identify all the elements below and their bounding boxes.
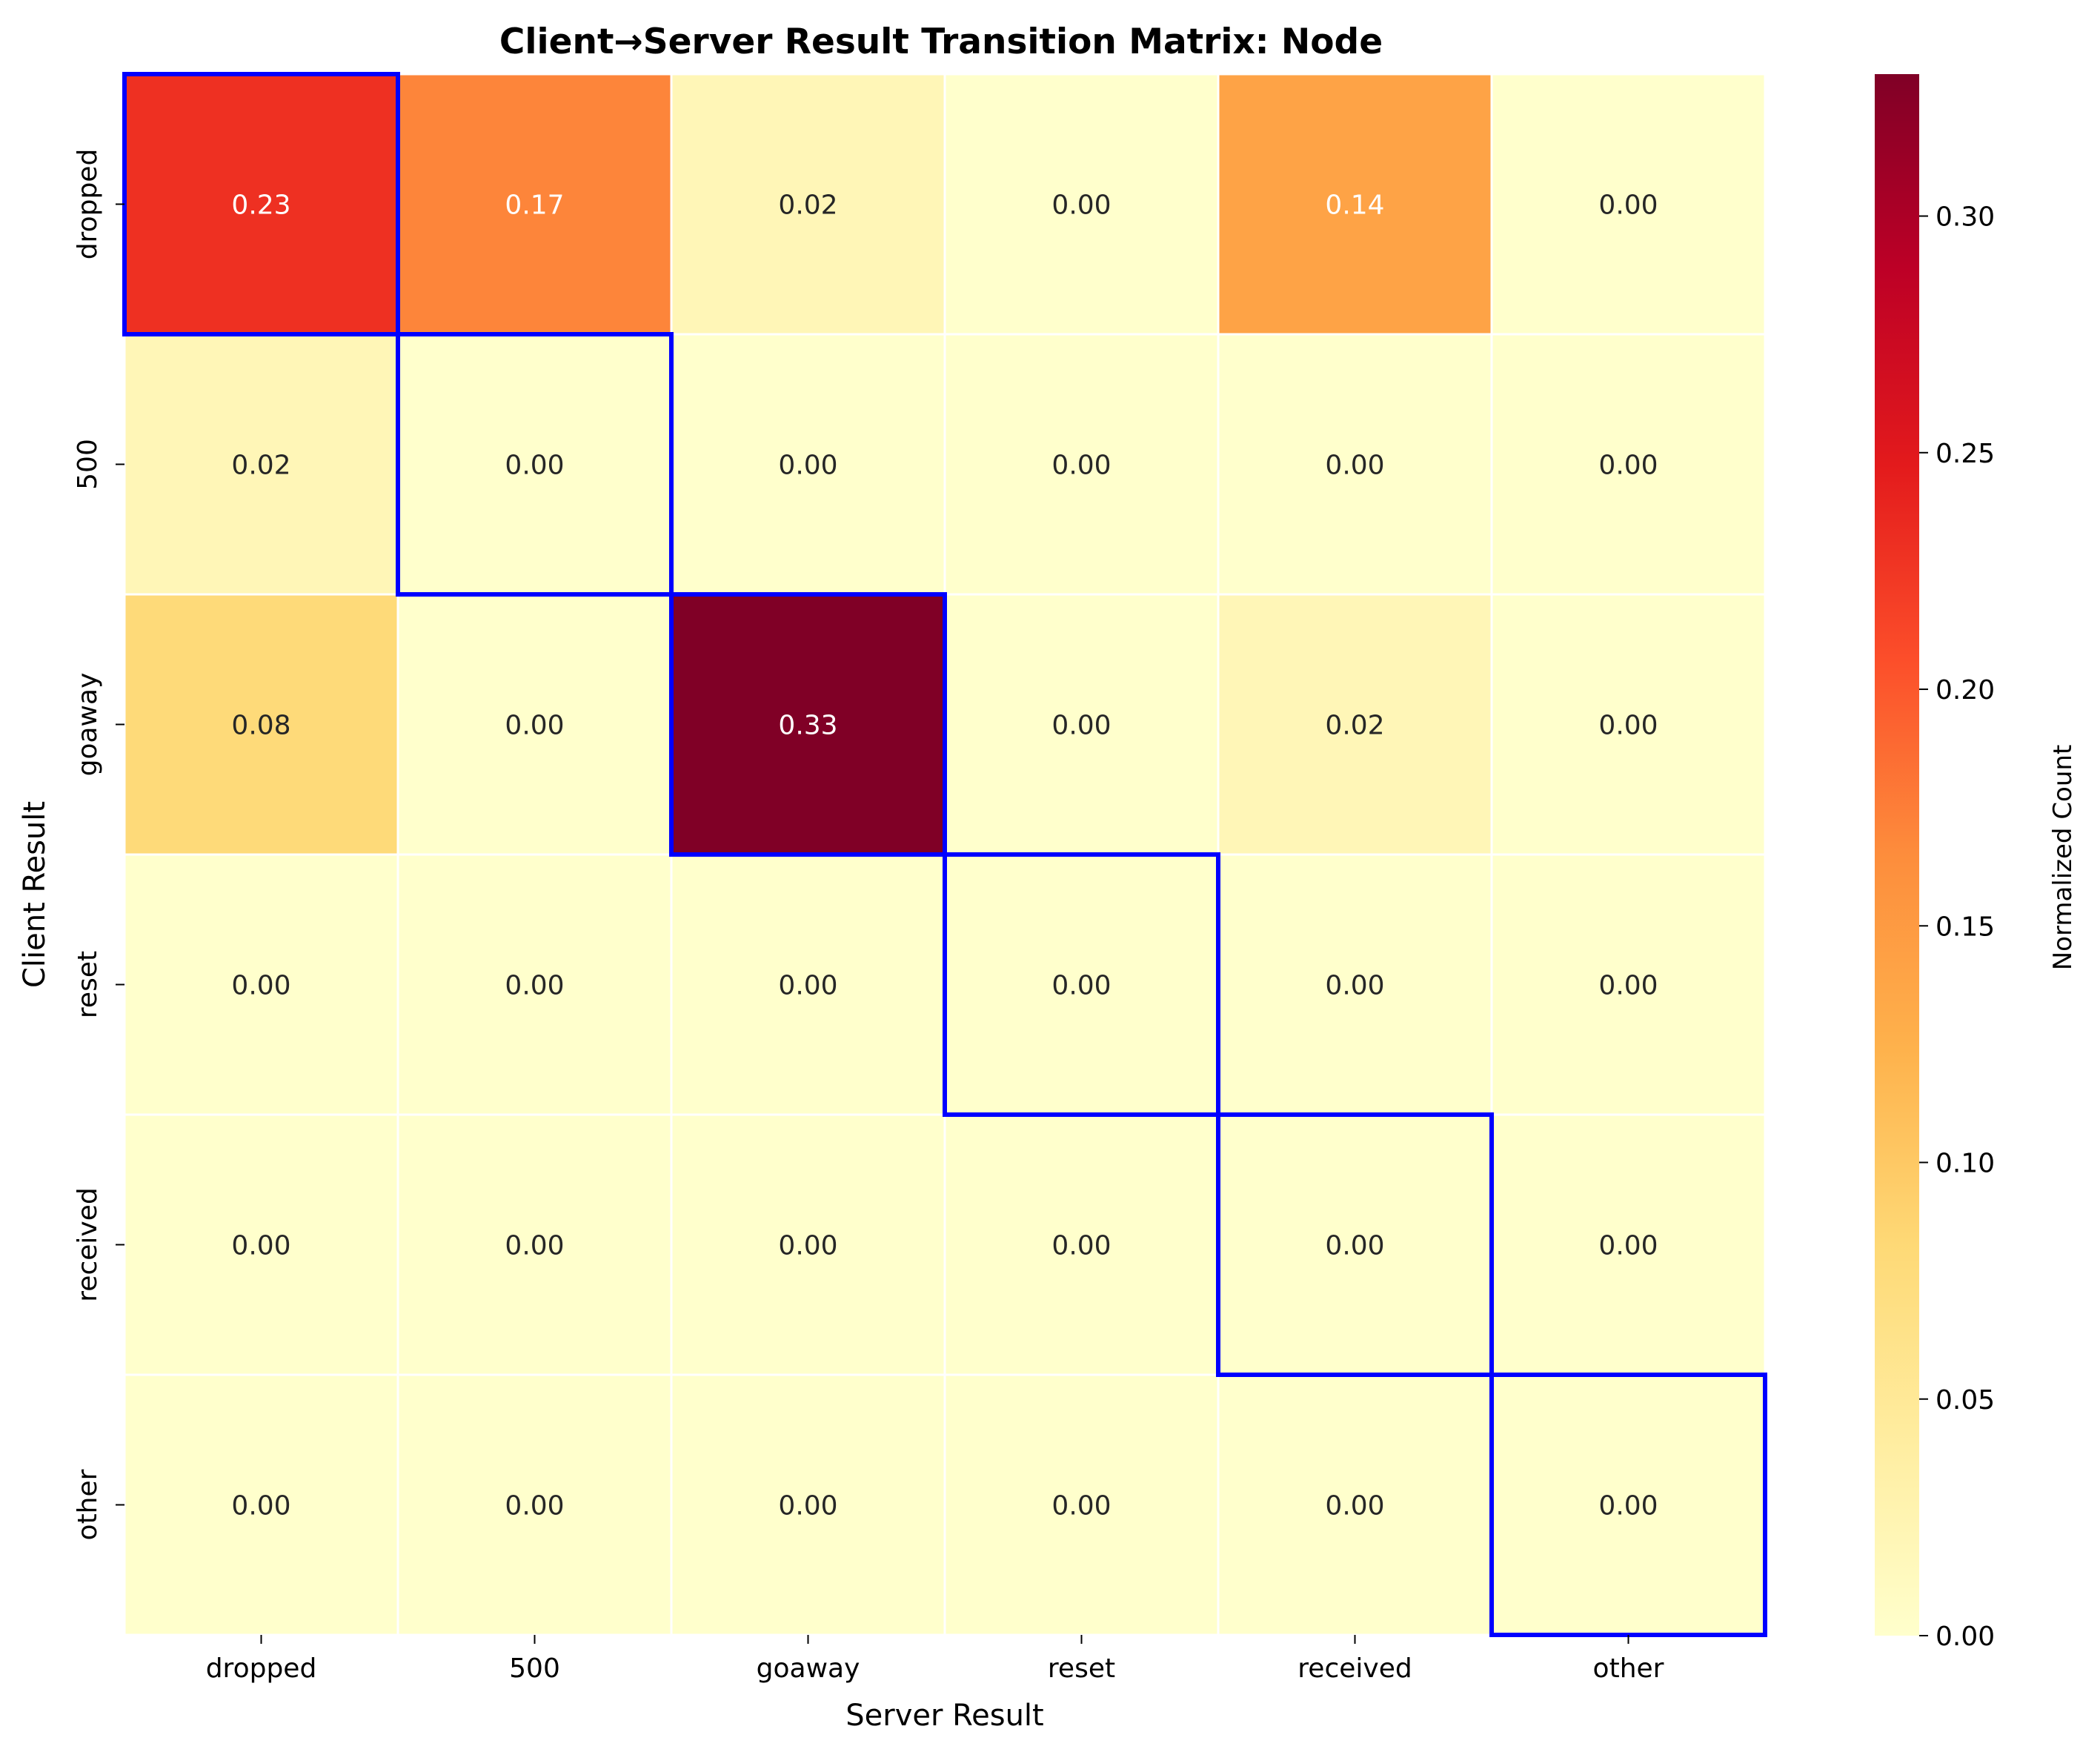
heatmap-cell <box>670 73 946 336</box>
x-tick-label: 500 <box>509 1653 560 1684</box>
cell-value-label: 0.00 <box>1598 1231 1658 1261</box>
cell-value-label: 0.02 <box>1325 711 1384 741</box>
cell-value-label: 0.00 <box>1325 1231 1384 1261</box>
y-tick-label: dropped <box>73 149 103 260</box>
heatmap-cells: 0.23 0.17 0.02 0.00 0.14 0.00 0.02 0.00 0.00 0.00… <box>123 73 1767 1636</box>
cell-value-label: 0.00 <box>505 971 564 1001</box>
heatmap-cell <box>396 73 673 336</box>
diagonal-highlight-box <box>396 332 674 597</box>
heatmap-cell <box>396 1373 673 1636</box>
cell-value-label: 0.00 <box>1051 711 1111 741</box>
cell-value-label: 0.00 <box>231 1231 290 1261</box>
heatmap-cell <box>123 73 399 336</box>
cell-value-label: 0.00 <box>778 971 837 1001</box>
cell-value-label: 0.02 <box>231 451 290 481</box>
y-axis: dropped 500 goaway reset received other <box>73 149 124 1540</box>
heatmap-cell <box>670 593 946 856</box>
y-tick-label: reset <box>73 951 103 1018</box>
heatmap-cell <box>123 333 399 596</box>
cell-value-label: 0.00 <box>1325 1491 1384 1522</box>
cell-value-label: 0.00 <box>1598 190 1658 221</box>
cell-value-label: 0.00 <box>1051 451 1111 481</box>
heatmap-cell <box>1490 333 1767 596</box>
heatmap-cell <box>1217 73 1493 336</box>
heatmap-cell <box>123 593 399 856</box>
cell-value-label: 0.00 <box>778 1491 837 1522</box>
heatmap-cell <box>1217 593 1493 856</box>
diagonal-highlight-box <box>943 852 1220 1117</box>
heatmap-cell <box>1490 593 1767 856</box>
cell-value-label: 0.00 <box>505 451 564 481</box>
cell-value-label: 0.00 <box>505 1491 564 1522</box>
colorbar-gradient <box>1875 74 1919 1636</box>
colorbar-tick-label: 0.05 <box>1935 1385 1995 1416</box>
cell-value-label: 0.17 <box>505 190 564 221</box>
heatmap-cell <box>943 1113 1220 1376</box>
x-tick-label: other <box>1593 1653 1664 1684</box>
cell-value-label: 0.00 <box>1598 711 1658 741</box>
heatmap-cell <box>123 853 399 1116</box>
cell-value-label: 0.00 <box>231 971 290 1001</box>
cell-value-label: 0.00 <box>1051 190 1111 221</box>
cell-value-label: 0.00 <box>1598 451 1658 481</box>
y-axis-label: Client Result <box>18 801 52 988</box>
cell-value-label: 0.02 <box>778 190 837 221</box>
heatmap-cell <box>1217 853 1493 1116</box>
x-tick-label: goaway <box>757 1653 860 1684</box>
y-tick-label: received <box>73 1187 103 1301</box>
x-tick-label: reset <box>1048 1653 1115 1684</box>
diagonal-highlight-box <box>669 592 947 857</box>
heatmap-cell <box>670 333 946 596</box>
cell-value-label: 0.00 <box>778 451 837 481</box>
colorbar-tick-label: 0.25 <box>1935 439 1995 469</box>
chart-title: Client→Server Result Transition Matrix: … <box>499 21 1383 62</box>
heatmap-cell <box>1217 1113 1493 1376</box>
heatmap-cell <box>1490 853 1767 1116</box>
x-tick-label: received <box>1297 1653 1412 1684</box>
heatmap-cell <box>396 333 673 596</box>
x-axis: dropped 500 goaway reset received other <box>206 1635 1664 1684</box>
cell-value-label: 0.14 <box>1325 190 1384 221</box>
heatmap-cell <box>943 593 1220 856</box>
cell-value-label: 0.00 <box>1598 971 1658 1001</box>
colorbar-tick-label: 0.00 <box>1935 1622 1995 1652</box>
cell-value-label: 0.08 <box>231 711 290 741</box>
heatmap-cell <box>670 1113 946 1376</box>
diagonal-highlight-box <box>1216 1112 1494 1377</box>
cell-value-label: 0.00 <box>1598 1491 1658 1522</box>
y-tick-label: goaway <box>73 673 103 777</box>
cell-value-label: 0.00 <box>1051 1491 1111 1522</box>
cell-value-label: 0.00 <box>1325 451 1384 481</box>
cell-value-label: 0.00 <box>505 1231 564 1261</box>
colorbar-tick-label: 0.15 <box>1935 912 1995 942</box>
cell-value-label: 0.00 <box>1325 971 1384 1001</box>
heatmap-cell <box>670 853 946 1116</box>
x-tick-label: dropped <box>206 1653 317 1684</box>
colorbar-tick-label: 0.10 <box>1935 1149 1995 1179</box>
cell-value-label: 0.00 <box>505 711 564 741</box>
colorbar: 0.00 0.05 0.10 0.15 0.20 0.25 0.30 <box>1875 74 1995 1652</box>
diagonal-highlights <box>122 72 1767 1637</box>
heatmap-cell <box>396 593 673 856</box>
y-tick-label: 500 <box>73 439 103 490</box>
cell-value-label: 0.00 <box>1051 1231 1111 1261</box>
colorbar-tick-label: 0.30 <box>1935 202 1995 233</box>
cell-value-label: 0.33 <box>778 711 837 741</box>
y-tick-label: other <box>73 1469 103 1540</box>
heatmap-cell <box>943 1373 1220 1636</box>
colorbar-label: Normalized Count <box>2048 745 2078 971</box>
heatmap-cell <box>123 1113 399 1376</box>
heatmap-cell <box>670 1373 946 1636</box>
cell-value-label: 0.23 <box>231 190 290 221</box>
cell-value-label: 0.00 <box>1051 971 1111 1001</box>
x-axis-label: Server Result <box>845 1699 1043 1733</box>
colorbar-tick-label: 0.20 <box>1935 675 1995 706</box>
cell-value-label: 0.00 <box>231 1491 290 1522</box>
cell-value-label: 0.00 <box>778 1231 837 1261</box>
heatmap-cell <box>1490 73 1767 336</box>
